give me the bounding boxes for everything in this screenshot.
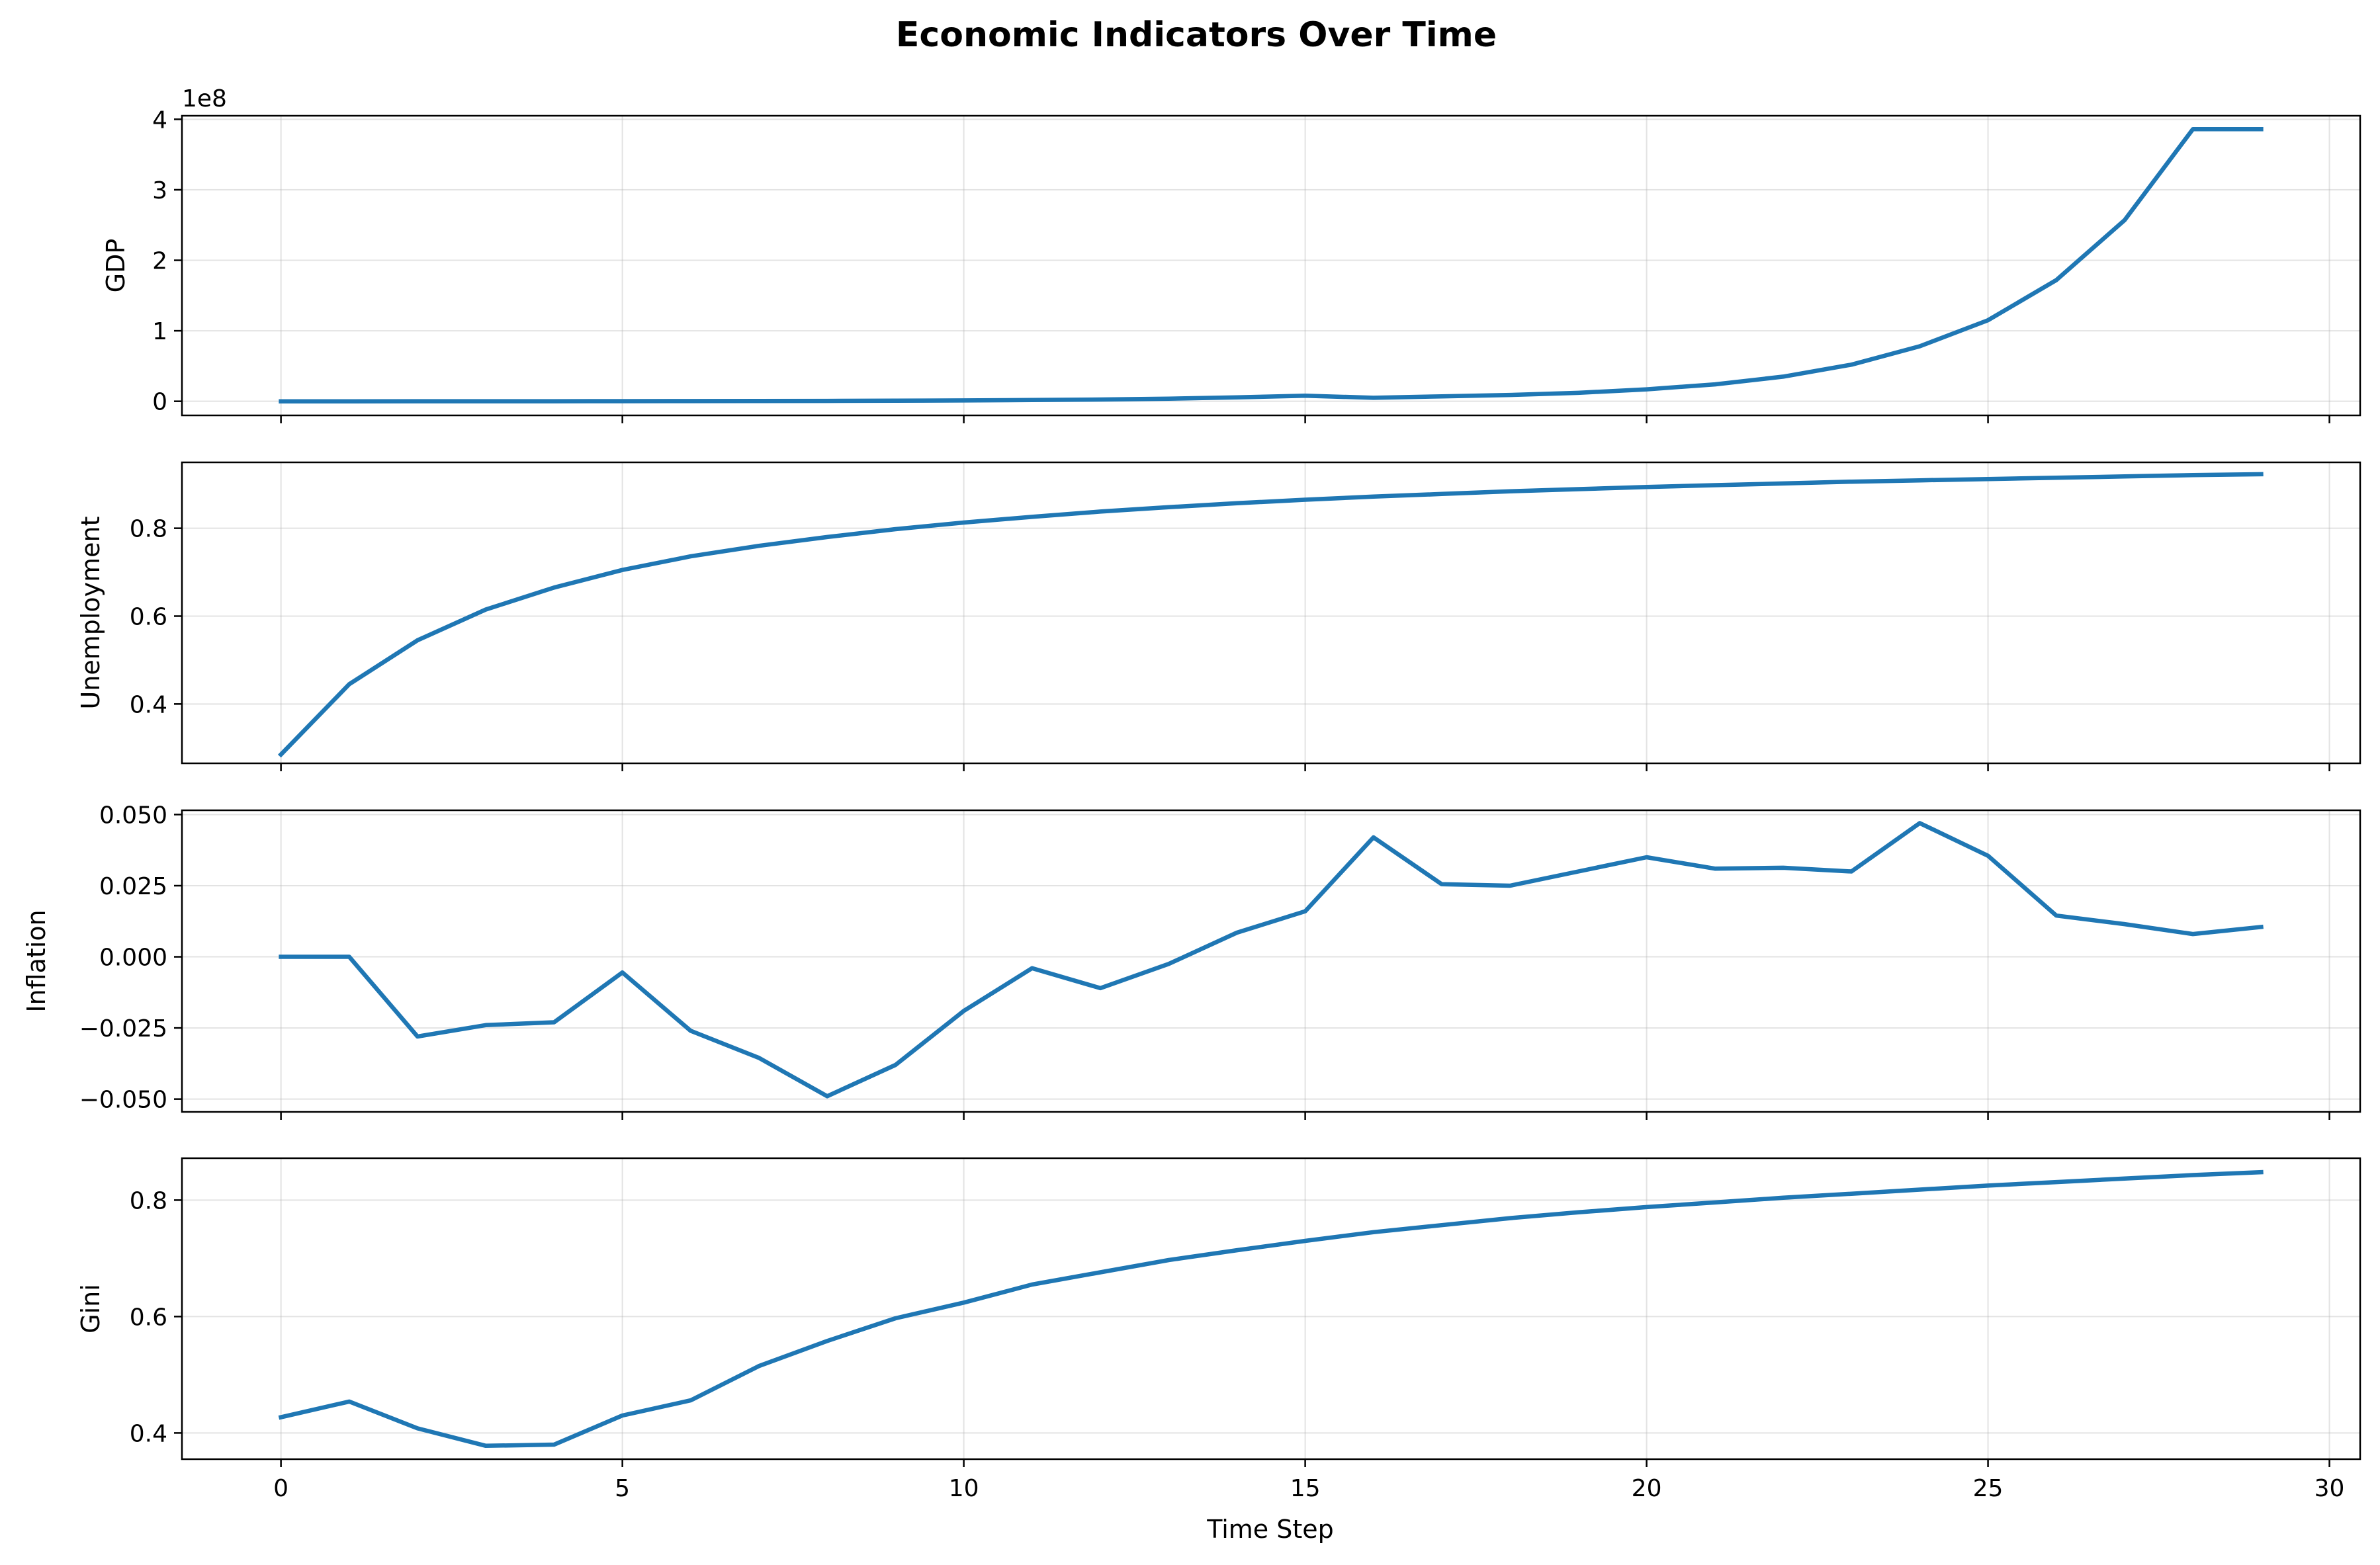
gini-xtick-label: 20 [1632,1475,1662,1502]
inflation-ytick-label: −0.050 [79,1087,167,1114]
gdp-offset-text: 1e8 [182,85,227,112]
gdp-panel: 0 1 2 3 4 GDP 1e8 [101,85,2361,423]
inflation-axes-frame [181,809,2361,1113]
unemployment-panel: 0.4 0.6 0.8 Unemployment [76,461,2361,771]
gini-ytick-label: 0.6 [130,1304,167,1331]
x-axis-label: Time Step [1206,1515,1334,1544]
gdp-y-axis-label: GDP [101,239,130,293]
inflation-panel: −0.050 −0.025 0.000 0.025 0.050 Inflation [22,802,2361,1120]
unemployment-y-axis-label: Unemployment [76,516,105,709]
gini-ytick-label: 0.4 [130,1420,167,1447]
gdp-axes-frame [181,114,2361,417]
inflation-y-axis-label: Inflation [22,909,51,1012]
gini-panel: 0 5 10 15 20 25 30 0.4 0.6 0.8 Gini [76,1157,2361,1502]
gdp-ytick-label: 2 [152,248,167,275]
gini-axes-frame [181,1157,2361,1460]
inflation-ytick-label: 0.050 [99,802,167,829]
gini-ytick-label: 0.8 [130,1187,167,1214]
gini-y-axis-label: Gini [76,1284,105,1333]
gdp-series-line [279,127,2264,403]
subplot-panels: 01234GDP1e80.40.60.8Unemployment−0.050−0… [22,85,2361,1502]
gini-xtick-label: 0 [273,1475,288,1502]
gdp-ytick-label: 4 [152,106,167,134]
inflation-series-line [279,821,2264,1099]
unemployment-ytick-label: 0.8 [130,516,167,543]
gini-xtick-label: 10 [949,1475,979,1502]
gdp-ytick-label: 0 [152,389,167,416]
unemployment-series-line [278,472,2264,758]
gini-xtick-label: 5 [615,1475,630,1502]
unemployment-axes-frame [181,461,2361,765]
unemployment-ytick-label: 0.6 [130,603,167,630]
inflation-ytick-label: −0.025 [79,1015,167,1042]
figure-title: Economic Indicators Over Time [896,15,1497,55]
inflation-ytick-label: 0.025 [99,873,167,900]
gdp-ytick-label: 1 [152,318,167,345]
gini-xtick-label: 25 [1973,1475,2004,1502]
inflation-ytick-label: 0.000 [99,945,167,972]
gdp-ytick-label: 3 [152,177,167,204]
gini-xtick-label: 15 [1290,1475,1321,1502]
gini-xtick-label: 30 [2314,1475,2345,1502]
unemployment-ytick-label: 0.4 [130,691,167,718]
gini-series-line [278,1169,2264,1449]
